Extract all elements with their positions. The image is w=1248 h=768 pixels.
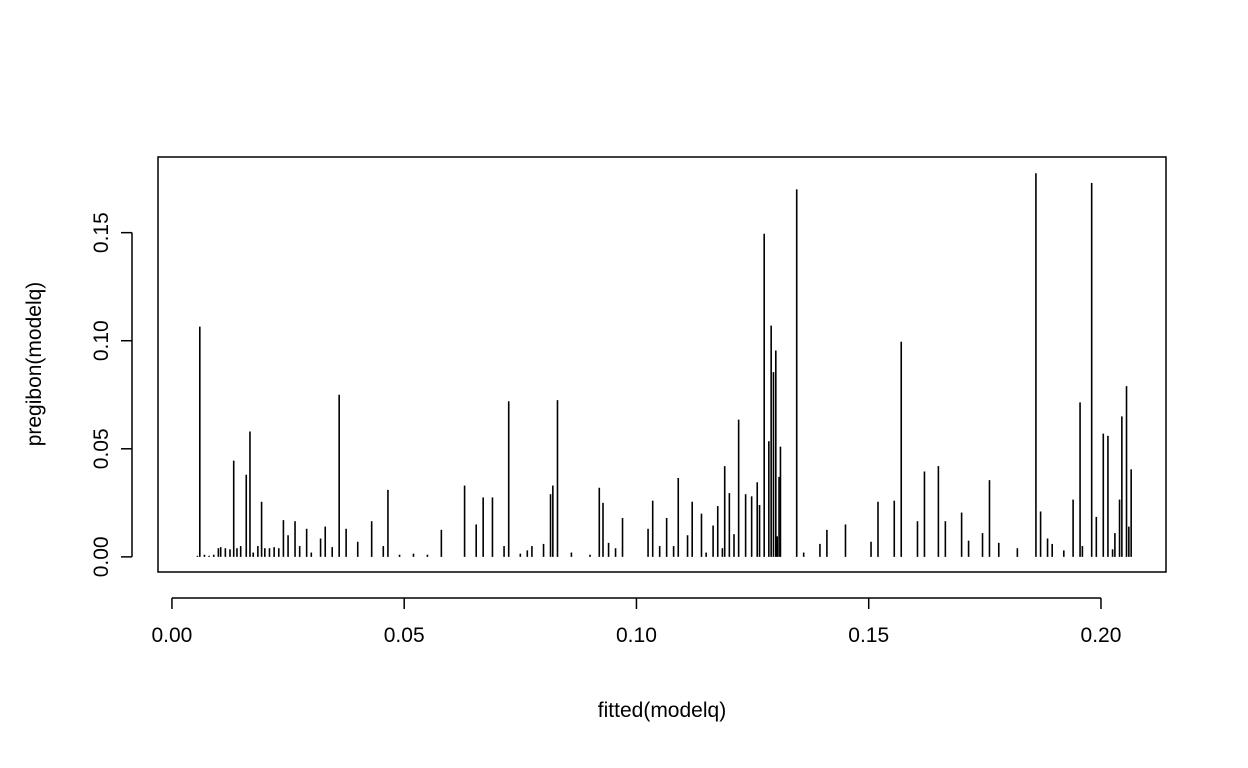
- x-tick-label: 0.05: [384, 624, 425, 647]
- x-axis: 0.00 0.05 0.10 0.15 0.20: [151, 597, 1122, 647]
- plot-frame: [157, 156, 1167, 573]
- x-tick-label: 0.10: [616, 624, 657, 647]
- x-tick-label: 0.20: [1081, 624, 1122, 647]
- x-tick-label: 0.15: [848, 624, 889, 647]
- y-tick-label: 0.00: [90, 536, 113, 577]
- y-axis-label: pregibon(modelq): [23, 282, 46, 447]
- x-tick-label: 0.00: [151, 624, 192, 647]
- y-tick-label: 0.15: [90, 212, 113, 253]
- data-lines: [196, 173, 1132, 557]
- y-axis: 0.00 0.05 0.10 0.15: [90, 212, 133, 577]
- x-axis-label: fitted(modelq): [598, 699, 726, 722]
- y-tick-label: 0.10: [90, 320, 113, 361]
- y-tick-label: 0.05: [90, 428, 113, 469]
